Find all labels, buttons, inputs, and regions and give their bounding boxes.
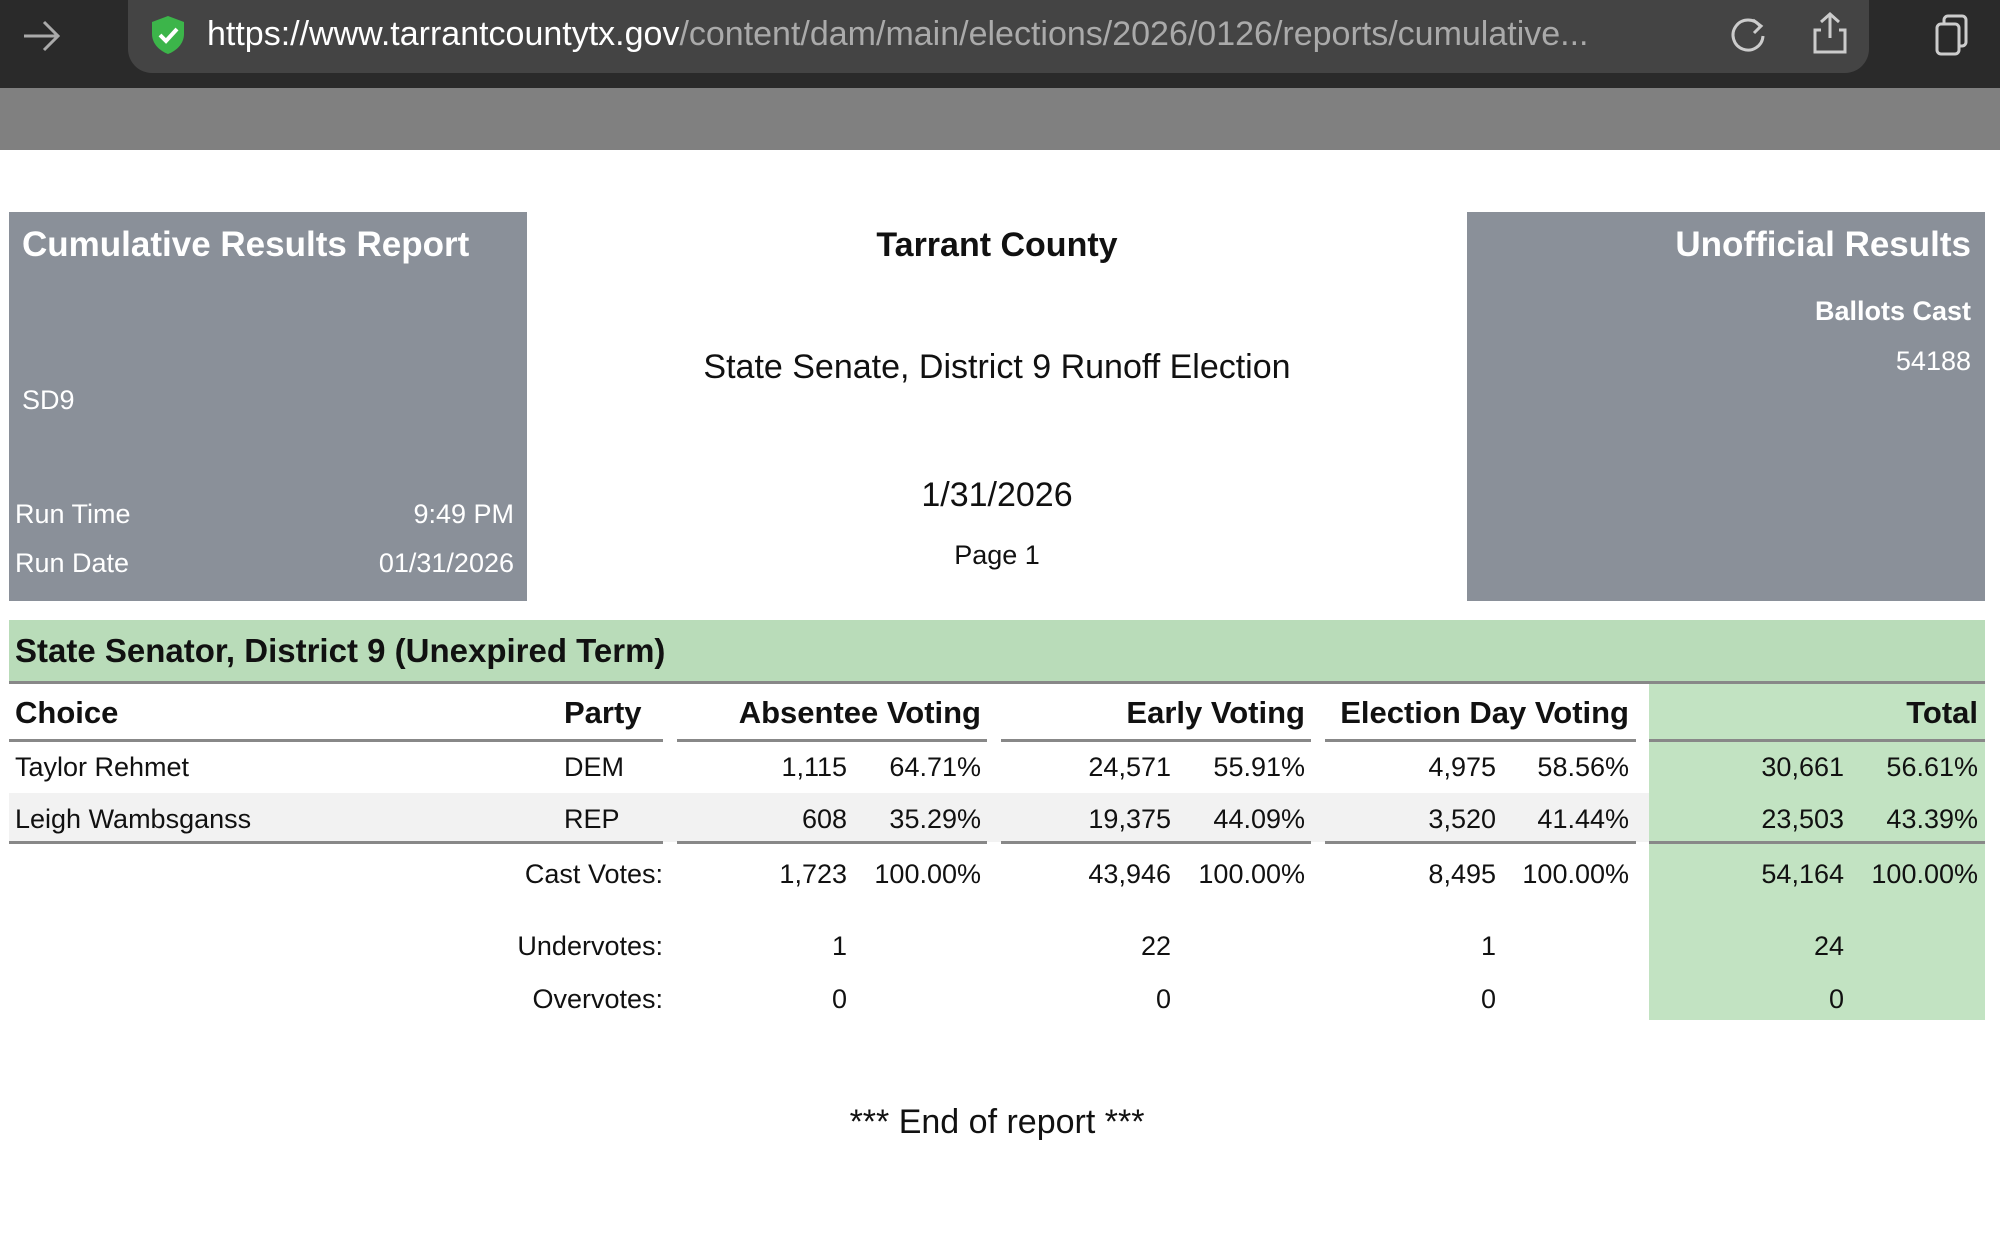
rule (9, 739, 663, 742)
status: Unofficial Results (1675, 225, 1971, 264)
title: State Senator, District 9 (Unexpired Ter… (15, 632, 666, 669)
absentee: 64.71% (889, 752, 981, 782)
election: State Senate, District 9 Runoff Election (703, 348, 1291, 386)
pdf-toolbar (0, 88, 2000, 150)
absentee: 1,115 (781, 752, 847, 782)
rule (9, 841, 663, 844)
headers: Absentee Voting (738, 695, 981, 730)
code: SD9 (22, 385, 75, 415)
election-day: 100.00% (1522, 859, 1629, 889)
party: DEM (564, 752, 624, 782)
secure-icon (152, 16, 184, 54)
status-box (1467, 212, 1985, 601)
headers: Election Day Voting (1340, 695, 1629, 730)
share-button[interactable] (1809, 10, 1851, 56)
headers: Total (1906, 695, 1978, 730)
date: 1/31/2026 (921, 476, 1073, 514)
absentee: 100.00% (874, 859, 981, 889)
election-day: 0 (1480, 984, 1496, 1014)
rule (1325, 841, 1636, 844)
election-day: 8,495 (1428, 859, 1496, 889)
party: REP (564, 804, 620, 834)
election-day: 3,520 (1428, 804, 1496, 834)
early: 100.00% (1198, 859, 1305, 889)
absentee: 1,723 (779, 859, 847, 889)
total: 0 (1828, 984, 1844, 1014)
ballots-cast-label: Ballots Cast (1814, 296, 1971, 326)
run-date: 01/31/2026 (378, 548, 514, 578)
footer: *** End of report *** (849, 1103, 1145, 1141)
rule (1325, 739, 1636, 742)
page: Page 1 (954, 540, 1040, 570)
label: Cast Votes: (524, 859, 663, 889)
total: 56.61% (1886, 752, 1978, 782)
rule (1649, 841, 1985, 844)
headers: Choice (15, 695, 119, 730)
url: https://www.tarrantcountytx.gov/content/… (207, 14, 1589, 54)
rule (677, 841, 987, 844)
address-bar[interactable] (128, 0, 1869, 73)
name: Leigh Wambsganss (15, 804, 252, 834)
election-day: 1 (1480, 931, 1496, 961)
county: Tarrant County (876, 226, 1118, 264)
early: 19,375 (1088, 804, 1171, 834)
total-column-bg (1649, 684, 1985, 1020)
row-stripe (9, 793, 1649, 842)
label: Overvotes: (532, 984, 663, 1014)
run-date-label: Run Date (15, 548, 130, 578)
headers: Party (564, 695, 642, 730)
headers: Early Voting (1126, 695, 1305, 730)
ballots-cast: 54188 (1895, 346, 1971, 376)
rule (1649, 739, 1985, 742)
title: Cumulative Results Report (22, 225, 470, 264)
name: Taylor Rehmet (15, 752, 190, 782)
label: Undervotes: (517, 931, 663, 961)
total: 54,164 (1761, 859, 1844, 889)
early: 22 (1140, 931, 1171, 961)
absentee: 1 (831, 931, 847, 961)
early: 24,571 (1088, 752, 1171, 782)
early: 43,946 (1088, 859, 1171, 889)
run-time: 9:49 PM (413, 499, 514, 529)
early: 44.09% (1213, 804, 1305, 834)
total: 43.39% (1886, 804, 1978, 834)
url-path: /content/dam/main/elections/2026/0126/re… (679, 15, 1589, 53)
election-day: 4,975 (1428, 752, 1496, 782)
forward-button[interactable] (20, 14, 64, 58)
early: 0 (1155, 984, 1171, 1014)
early: 55.91% (1213, 752, 1305, 782)
election-day: 58.56% (1537, 752, 1629, 782)
rule (677, 739, 987, 742)
absentee: 608 (801, 804, 847, 834)
total: 30,661 (1761, 752, 1844, 782)
total: 100.00% (1871, 859, 1978, 889)
total: 23,503 (1761, 804, 1844, 834)
election-day: 41.44% (1537, 804, 1629, 834)
absentee: 0 (831, 984, 847, 1014)
reload-button[interactable] (1727, 14, 1769, 56)
url-host: https://www.tarrantcountytx.gov (207, 15, 680, 53)
rule (1001, 841, 1311, 844)
contest-header (9, 620, 1985, 684)
rule (1001, 739, 1311, 742)
run-time-label: Run Time (15, 499, 131, 529)
absentee: 35.29% (889, 804, 981, 834)
tabs-button[interactable] (1932, 12, 1972, 58)
total: 24 (1813, 931, 1844, 961)
report-info-box (9, 212, 527, 601)
